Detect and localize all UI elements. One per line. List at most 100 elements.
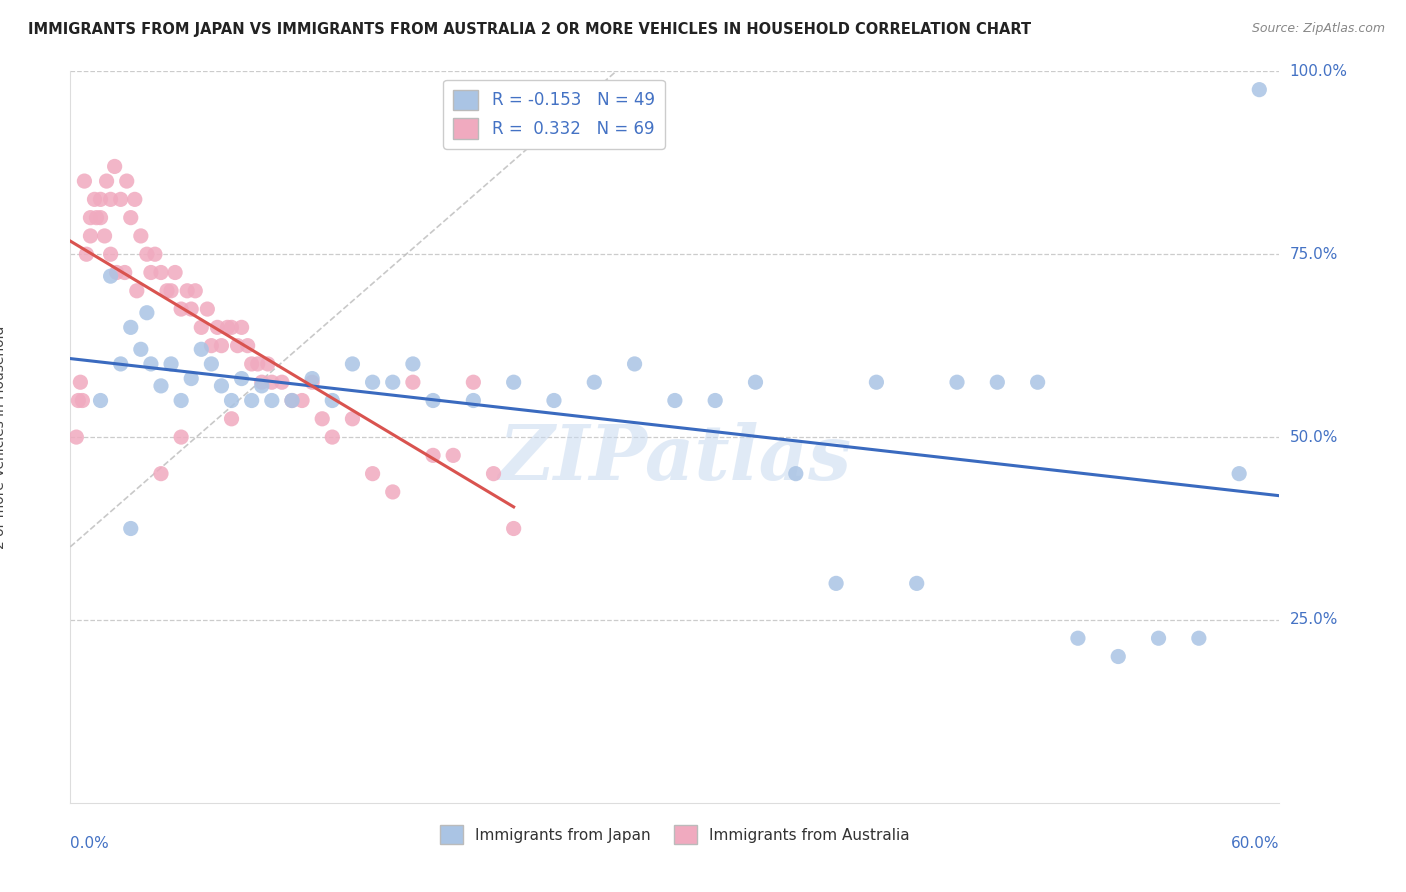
Point <box>115 174 138 188</box>
Point <box>143 247 166 261</box>
Point <box>90 192 111 206</box>
Point <box>90 211 111 225</box>
Point <box>291 393 314 408</box>
Point <box>125 284 148 298</box>
Point <box>180 371 202 385</box>
Point <box>139 357 162 371</box>
Point <box>422 448 444 462</box>
Point <box>180 301 202 317</box>
Point <box>170 430 193 444</box>
Point <box>114 266 136 280</box>
Point <box>150 266 173 280</box>
Point <box>79 228 101 243</box>
Point <box>441 448 464 462</box>
Point <box>150 379 173 393</box>
Text: 75.0%: 75.0% <box>1289 247 1339 261</box>
Point <box>231 320 253 334</box>
Point <box>250 375 273 389</box>
Point <box>69 375 91 389</box>
Point <box>240 393 263 408</box>
Text: 2 or more Vehicles in Household: 2 or more Vehicles in Household <box>0 326 7 549</box>
Point <box>281 393 304 408</box>
Point <box>184 284 207 298</box>
Point <box>281 393 304 408</box>
Point <box>402 357 425 371</box>
Point <box>75 247 97 261</box>
Text: 25.0%: 25.0% <box>1289 613 1339 627</box>
Point <box>139 266 162 280</box>
Text: 0.0%: 0.0% <box>70 836 110 851</box>
Point <box>1188 632 1211 646</box>
Point <box>502 521 524 535</box>
Point <box>221 412 243 426</box>
Point <box>825 576 848 591</box>
Text: 50.0%: 50.0% <box>1289 430 1339 444</box>
Text: 60.0%: 60.0% <box>1232 836 1279 851</box>
Point <box>72 393 94 408</box>
Point <box>226 338 249 352</box>
Point <box>100 269 122 284</box>
Point <box>1067 632 1090 646</box>
Point <box>135 306 157 320</box>
Point <box>321 430 343 444</box>
Point <box>502 375 524 389</box>
Point <box>986 375 1008 389</box>
Point <box>905 576 928 591</box>
Point <box>120 320 142 334</box>
Point <box>160 284 183 298</box>
Text: Source: ZipAtlas.com: Source: ZipAtlas.com <box>1251 22 1385 36</box>
Point <box>260 375 283 389</box>
Point <box>100 192 122 206</box>
Point <box>402 375 425 389</box>
Point <box>211 338 233 352</box>
Point <box>110 357 132 371</box>
Point <box>165 266 187 280</box>
Point <box>79 211 101 225</box>
Point <box>342 412 364 426</box>
Point <box>170 393 193 408</box>
Text: ZIPatlas: ZIPatlas <box>498 422 852 496</box>
Point <box>543 393 565 408</box>
Point <box>704 393 727 408</box>
Point <box>1227 467 1250 481</box>
Point <box>342 357 364 371</box>
Point <box>170 301 193 317</box>
Point <box>65 430 87 444</box>
Point <box>150 467 173 481</box>
Point <box>83 192 105 206</box>
Point <box>231 371 253 385</box>
Point <box>311 412 333 426</box>
Point <box>96 174 118 188</box>
Point <box>195 301 218 317</box>
Point <box>211 379 233 393</box>
Point <box>120 521 142 535</box>
Point <box>463 375 485 389</box>
Point <box>110 192 132 206</box>
Point <box>200 357 222 371</box>
Point <box>217 320 239 334</box>
Point <box>104 160 127 174</box>
Point <box>381 485 404 500</box>
Point <box>90 393 111 408</box>
Point <box>67 393 90 408</box>
Point <box>361 467 384 481</box>
Point <box>73 174 96 188</box>
Point <box>301 375 323 389</box>
Point <box>129 228 152 243</box>
Point <box>1249 82 1271 96</box>
Point <box>463 393 485 408</box>
Point <box>256 357 278 371</box>
Point <box>135 247 157 261</box>
Point <box>1147 632 1170 646</box>
Point <box>207 320 229 334</box>
Point <box>260 393 283 408</box>
Point <box>124 192 146 206</box>
Point <box>482 467 505 481</box>
Point <box>240 357 263 371</box>
Point <box>100 247 122 261</box>
Point <box>156 284 179 298</box>
Point <box>583 375 606 389</box>
Point <box>381 375 404 389</box>
Point <box>1107 649 1129 664</box>
Point <box>361 375 384 389</box>
